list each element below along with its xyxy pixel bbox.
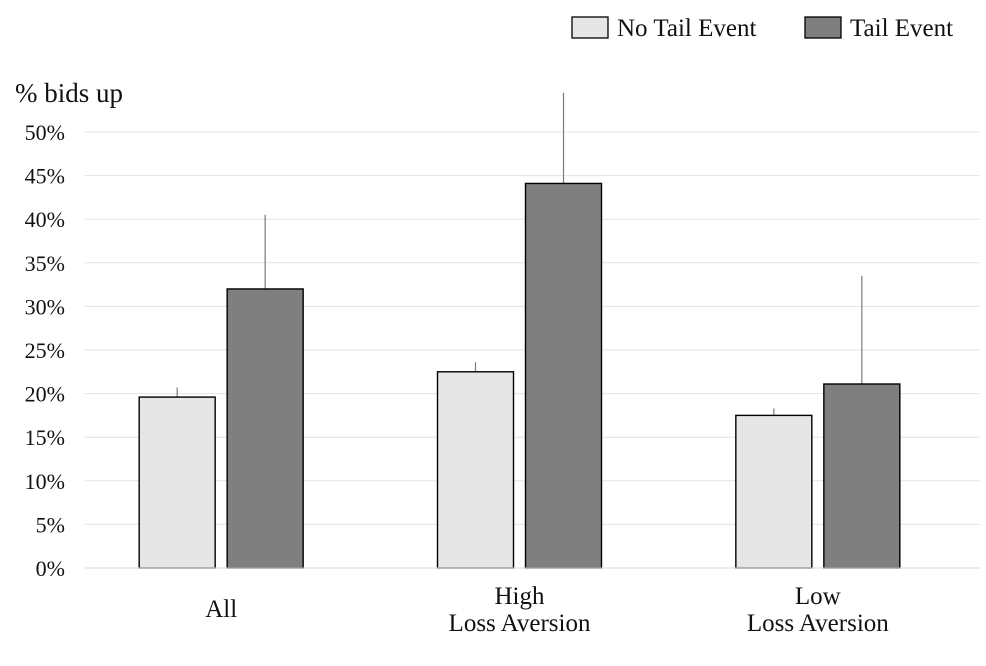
y-tick-label: 10% [25, 469, 65, 494]
y-tick-label: 50% [25, 120, 65, 145]
y-axis-ticks: 0% 5% 10% 15% 20% 25% 30% 35% 40% 45% 50% [25, 120, 65, 581]
bar [436, 371, 515, 569]
bar [735, 414, 813, 569]
bar [823, 383, 901, 569]
y-tick-label: 25% [25, 338, 65, 363]
y-tick-label: 15% [25, 425, 65, 450]
bar [138, 396, 216, 569]
legend-swatch [804, 16, 842, 39]
error-bars [176, 92, 863, 416]
y-tick-label: 5% [36, 512, 65, 537]
y-tick-label: 0% [36, 556, 65, 581]
bar [524, 182, 603, 569]
legend-label: No Tail Event [617, 15, 756, 42]
y-tick-label: 30% [25, 294, 65, 319]
y-tick-label: 20% [25, 382, 65, 407]
bars [138, 182, 901, 569]
x-tick-label: Loss Aversion [449, 610, 591, 637]
x-tick-label: All [205, 596, 237, 623]
y-axis-label: % bids up [15, 78, 123, 108]
x-tick-label: Low [795, 583, 841, 610]
y-tick-label: 40% [25, 207, 65, 232]
y-tick-label: 45% [25, 164, 65, 189]
x-tick-label: Loss Aversion [747, 610, 889, 637]
legend: No Tail Event Tail Event [571, 15, 953, 42]
x-tick-label: High [495, 583, 546, 610]
bar [226, 288, 304, 569]
legend-label: Tail Event [850, 15, 953, 42]
y-tick-label: 35% [25, 251, 65, 276]
legend-swatch [571, 16, 609, 39]
